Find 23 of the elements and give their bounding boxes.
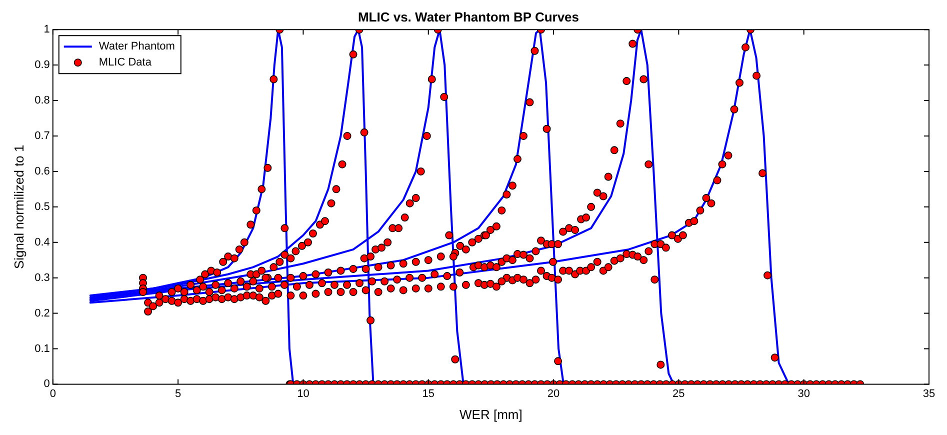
y-tick-label: 0.6: [34, 165, 50, 178]
y-tick-label: 0.2: [34, 307, 50, 320]
x-tick-label: 10: [297, 388, 310, 400]
y-tick-label: 1: [44, 24, 50, 36]
x-tick-label: 5: [174, 388, 182, 400]
y-tick-label: 0.1: [34, 342, 50, 355]
legend-label: MLIC Data: [98, 56, 152, 69]
y-tick-label: 0.9: [34, 59, 50, 72]
x-tick-label: 35: [922, 388, 936, 400]
legend-label: Water Phantom: [98, 40, 175, 53]
y-tick-label: 0.3: [34, 272, 50, 284]
x-tick-label: 20: [547, 388, 560, 400]
y-tick-label: 0.4: [34, 236, 50, 248]
x-tick-label: 30: [798, 388, 810, 400]
chart-title: MLIC vs. Water Phantom BP Curves: [358, 9, 580, 24]
y-tick-label: 0.8: [34, 94, 50, 107]
y-axis-title: Signal normilized to 1: [11, 144, 26, 270]
y-tick-label: 0.7: [34, 130, 50, 142]
x-tick-label: 15: [422, 388, 434, 400]
x-tick-label: 25: [672, 388, 685, 400]
x-axis-title: WER [mm]: [460, 406, 522, 422]
y-tick-label: 0: [44, 378, 50, 390]
y-tick-label: 0.5: [34, 200, 50, 213]
